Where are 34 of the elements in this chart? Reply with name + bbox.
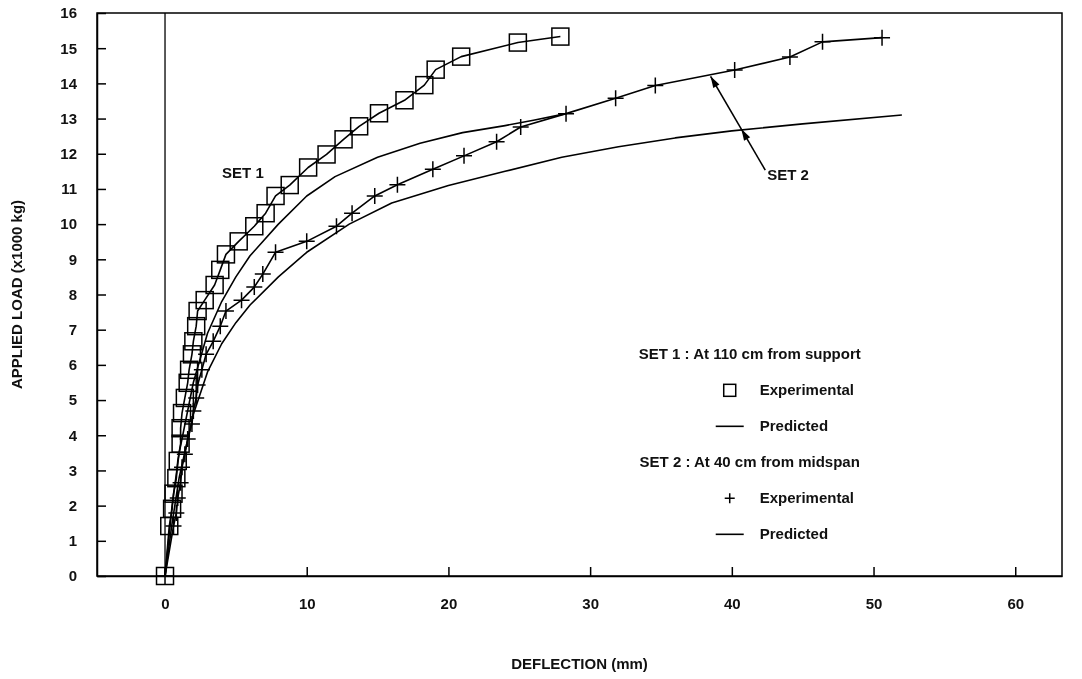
y-tick-label: 16 [60,4,77,22]
legend-label: Predicted [759,525,829,543]
x-tick-label: 40 [723,594,741,612]
y-tick-label: 15 [60,39,77,57]
y-tick-label: 10 [60,215,77,233]
y-tick-label: 11 [61,180,77,198]
y-tick-label: 12 [60,145,77,163]
y-tick-label: 5 [68,391,77,409]
y-tick-label: 2 [68,496,77,514]
x-tick-label: 50 [865,594,883,612]
y-tick-label: 1 [68,532,77,550]
annotation: SET 2 : At 40 cm from midspan [639,453,860,471]
y-tick-label: 0 [68,567,77,585]
y-tick-label: 9 [68,250,77,268]
y-tick-label: 14 [60,74,78,92]
legend-label: Predicted [759,417,829,435]
y-tick-label: 4 [68,426,78,444]
x-tick-label: 10 [298,594,316,612]
y-tick-label: 3 [68,461,77,479]
x-axis-title: DEFLECTION (mm) [511,655,648,672]
y-tick-label: 13 [60,109,77,127]
annotation: SET 2 [767,166,809,184]
x-tick-label: 60 [1007,594,1025,612]
annotation: SET 1 : At 110 cm from support [638,345,861,363]
y-tick-label: 8 [68,285,77,303]
legend-label: Experimental [759,489,854,507]
y-tick-label: 7 [68,320,77,338]
annotation: SET 1 [222,164,264,182]
legend-label: Experimental [759,381,854,399]
x-tick-label: 0 [161,594,170,612]
x-tick-label: 30 [582,594,599,612]
y-axis-title: APPLIED LOAD (x1000 kg) [8,199,25,390]
y-tick-label: 6 [68,356,77,374]
x-tick-label: 20 [440,594,458,612]
